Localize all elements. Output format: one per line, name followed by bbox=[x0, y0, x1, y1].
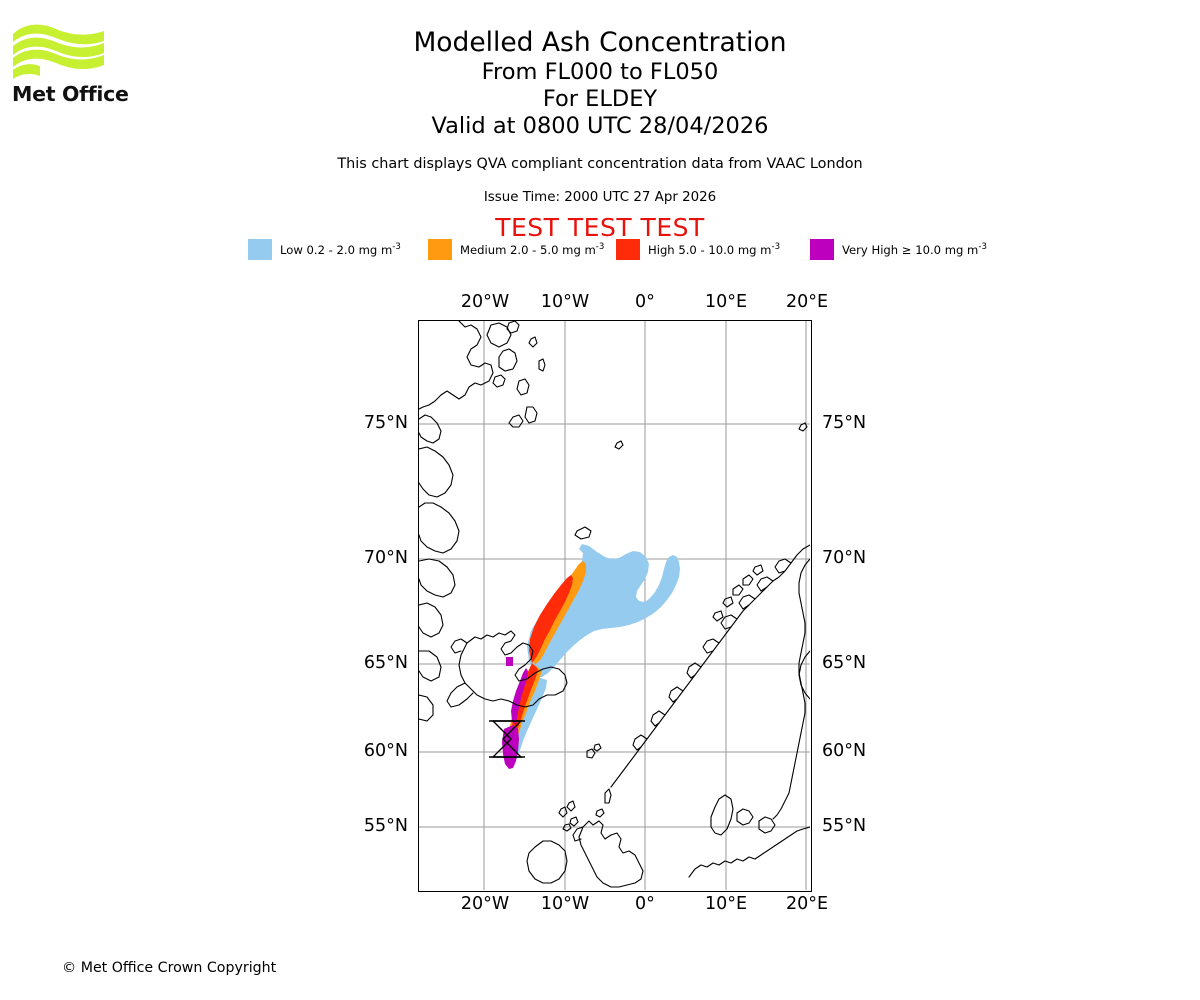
lon-tick-top--10: 10°W bbox=[540, 292, 590, 312]
lat-tick-right-60: 60°N bbox=[822, 741, 867, 761]
plume-low-band bbox=[527, 544, 680, 677]
map-canvas bbox=[419, 321, 810, 890]
lon-tick-top-0: 0° bbox=[635, 292, 655, 312]
coastlines bbox=[419, 321, 810, 888]
ash-concentration-map bbox=[418, 320, 812, 892]
lon-tick-bottom-0: 0° bbox=[635, 894, 655, 914]
plume-high-band bbox=[529, 575, 573, 663]
lat-tick-left-60: 60°N bbox=[363, 741, 408, 761]
lon-tick-top--20: 20°W bbox=[460, 292, 510, 312]
plume-veryhigh-source bbox=[511, 668, 528, 725]
lat-tick-left-65: 65°N bbox=[363, 653, 408, 673]
lon-tick-bottom--20: 20°W bbox=[460, 894, 510, 914]
legend-swatch-icon bbox=[810, 239, 834, 260]
legend-swatch-icon bbox=[248, 239, 272, 260]
eldey-volcano-source-marker bbox=[489, 720, 525, 758]
lon-tick-bottom-20: 20°E bbox=[785, 894, 829, 914]
legend-item-medium: Medium 2.0 - 5.0 mg m-3 bbox=[428, 239, 604, 263]
chart-note: This chart displays QVA compliant concen… bbox=[337, 156, 863, 172]
title-line-4: Valid at 0800 UTC 28/04/2026 bbox=[431, 113, 769, 139]
lat-tick-right-55: 55°N bbox=[822, 816, 867, 836]
lat-tick-right-70: 70°N bbox=[822, 548, 867, 568]
concentration-legend: Low 0.2 - 2.0 mg m-3 Medium 2.0 - 5.0 mg … bbox=[248, 239, 988, 263]
plume-high-tail bbox=[512, 663, 538, 735]
met-office-wordmark: Met Office bbox=[12, 82, 129, 106]
lat-tick-left-70: 70°N bbox=[363, 548, 408, 568]
legend-item-low: Low 0.2 - 2.0 mg m-3 bbox=[248, 239, 401, 263]
legend-label: Very High ≥ 10.0 mg m-3 bbox=[842, 242, 987, 257]
ash-plume bbox=[502, 544, 680, 769]
lon-tick-bottom-10: 10°E bbox=[704, 894, 748, 914]
legend-label: Low 0.2 - 2.0 mg m-3 bbox=[280, 242, 401, 257]
lon-tick-top-10: 10°E bbox=[704, 292, 748, 312]
legend-swatch-icon bbox=[428, 239, 452, 260]
lat-tick-right-65: 65°N bbox=[822, 653, 867, 673]
legend-swatch-icon bbox=[616, 239, 640, 260]
page-title: Modelled Ash Concentration From FL000 to… bbox=[0, 26, 1200, 140]
test-watermark: TEST TEST TEST bbox=[495, 213, 705, 242]
lon-tick-top-20: 20°E bbox=[785, 292, 829, 312]
title-line-2: From FL000 to FL050 bbox=[481, 59, 719, 85]
met-office-wave-logo-icon bbox=[13, 24, 104, 79]
title-line-1: Modelled Ash Concentration bbox=[413, 27, 787, 58]
plume-veryhigh-core bbox=[506, 657, 513, 666]
copyright-notice: © Met Office Crown Copyright bbox=[62, 960, 277, 976]
met-office-logo: Met Office bbox=[12, 22, 202, 117]
lat-tick-right-75: 75°N bbox=[822, 413, 867, 433]
title-line-3: For ELDEY bbox=[542, 86, 658, 112]
lon-tick-bottom--10: 10°W bbox=[540, 894, 590, 914]
map-frame bbox=[418, 320, 812, 892]
lat-tick-left-75: 75°N bbox=[363, 413, 408, 433]
legend-label: High 5.0 - 10.0 mg m-3 bbox=[648, 242, 781, 257]
legend-item-very-high: Very High ≥ 10.0 mg m-3 bbox=[810, 239, 987, 263]
legend-label: Medium 2.0 - 5.0 mg m-3 bbox=[460, 242, 605, 257]
lat-tick-left-55: 55°N bbox=[363, 816, 408, 836]
issue-time: Issue Time: 2000 UTC 27 Apr 2026 bbox=[483, 190, 717, 205]
legend-item-high: High 5.0 - 10.0 mg m-3 bbox=[616, 239, 780, 263]
